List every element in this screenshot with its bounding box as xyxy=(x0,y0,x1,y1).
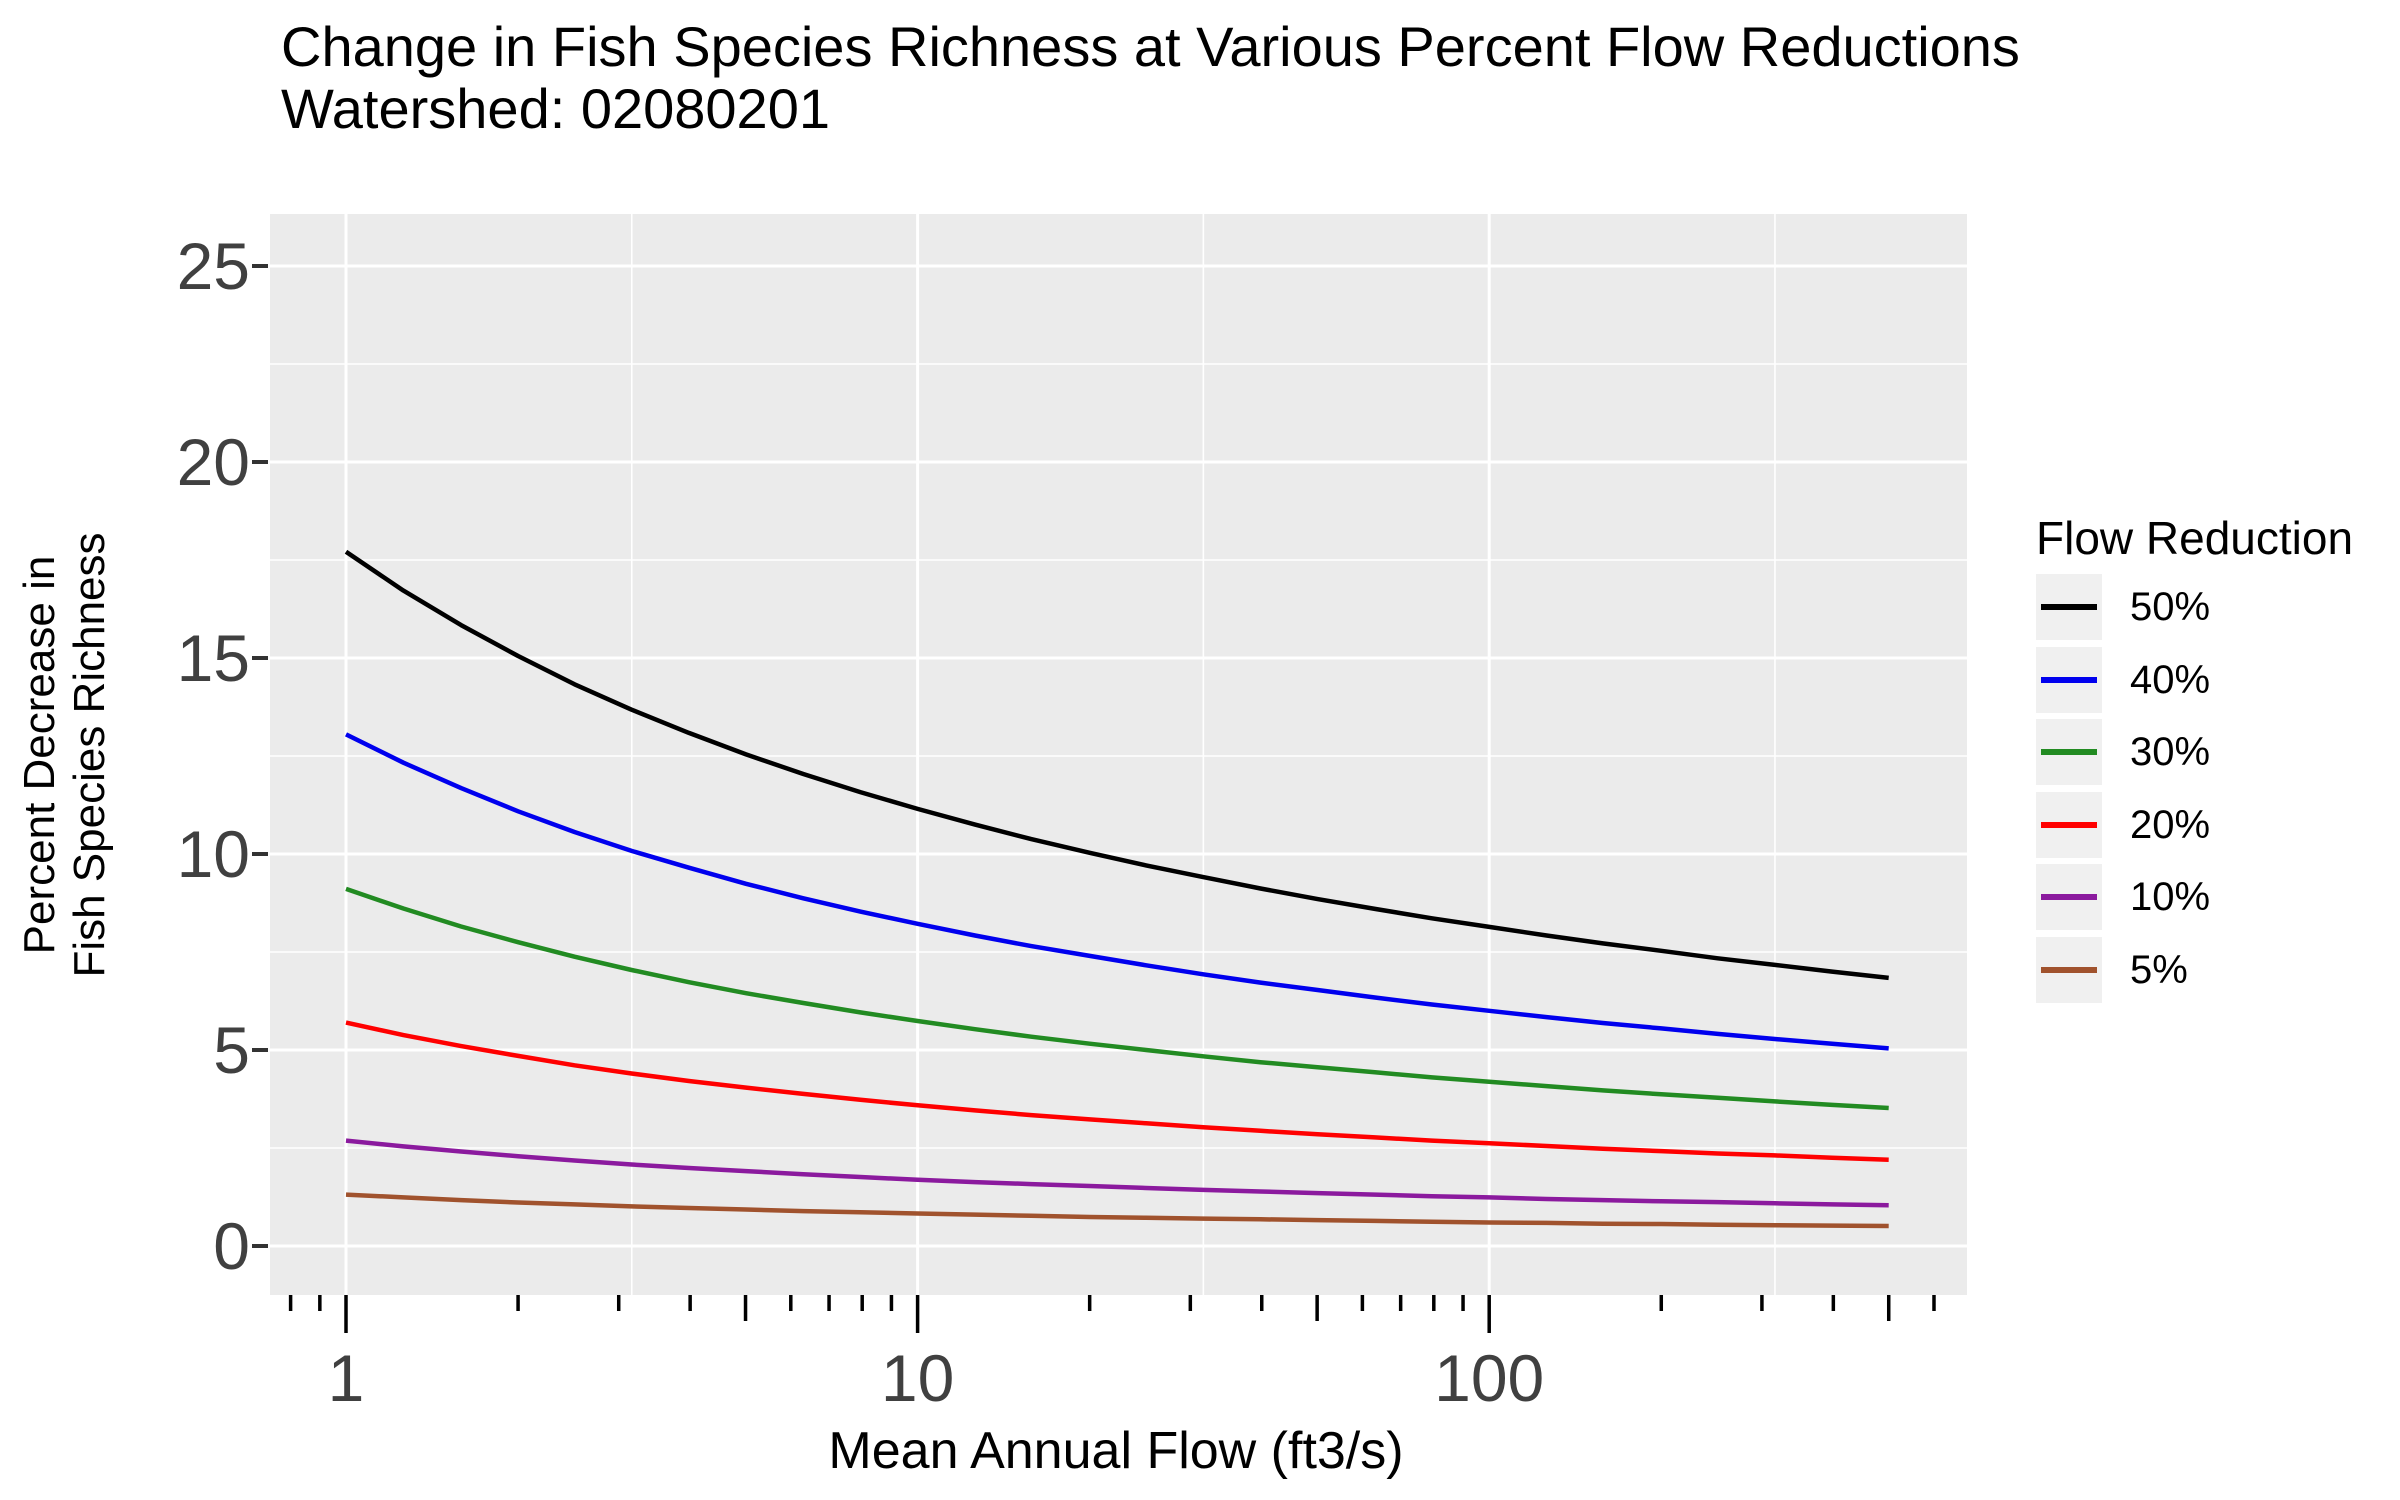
y-tick-label: 25 xyxy=(176,229,250,303)
legend-item-50%: 50% xyxy=(2036,574,2210,640)
legend-item-label: 30% xyxy=(2130,730,2211,774)
legend-key-line-icon xyxy=(2041,894,2097,900)
legend-key-line-icon xyxy=(2041,749,2097,755)
legend-item-label: 10% xyxy=(2130,875,2211,919)
y-tick-label: 0 xyxy=(213,1209,250,1283)
legend-item-label: 40% xyxy=(2130,657,2211,702)
legend-key-swatch xyxy=(2036,574,2102,640)
legend-key-swatch xyxy=(2036,936,2102,1003)
series-line-50% xyxy=(344,549,1889,981)
legend-item-20%: 20% xyxy=(2036,791,2211,858)
legend-item-30%: 30% xyxy=(2036,719,2210,785)
legend-key-line-icon xyxy=(2041,966,2097,973)
x-tick-label: 1 xyxy=(327,1341,365,1415)
legend-item-5%: 5% xyxy=(2036,936,2188,1003)
panel-background xyxy=(270,214,1967,1295)
legend-item-10%: 10% xyxy=(2036,864,2210,930)
y-axis-title-line1: Percent Decrease in xyxy=(15,555,64,955)
series-line-30% xyxy=(345,886,1889,1111)
legend-key-swatch xyxy=(2036,719,2102,785)
legend-key-line-icon xyxy=(2041,604,2097,610)
legend-item-40%: 40% xyxy=(2036,646,2211,713)
y-tick-label: 15 xyxy=(176,621,250,695)
series-line-20% xyxy=(345,1020,1889,1163)
legend-key-swatch xyxy=(2036,864,2102,930)
series-line-10% xyxy=(345,1138,1889,1208)
x-axis-title: Mean Annual Flow (ft3/s) xyxy=(828,1422,1404,1480)
legend-item-label: 5% xyxy=(2130,947,2188,992)
series-line-40% xyxy=(345,732,1889,1051)
plot-title: Change in Fish Species Richness at Vario… xyxy=(281,16,2020,140)
x-tick-label: 10 xyxy=(880,1341,955,1415)
x-tick-label: 100 xyxy=(1434,1341,1545,1415)
y-tick-label: 10 xyxy=(176,817,250,891)
legend-key-swatch xyxy=(2036,646,2102,713)
legend-key-line-icon xyxy=(2041,676,2097,683)
legend-item-label: 20% xyxy=(2130,802,2211,847)
legend-title: Flow Reduction xyxy=(2036,512,2354,564)
legend-item-label: 50% xyxy=(2130,585,2211,629)
legend-key-line-icon xyxy=(2041,821,2097,828)
y-tick-label: 5 xyxy=(213,1013,250,1087)
y-tick-label: 20 xyxy=(176,425,250,499)
series-line-5% xyxy=(345,1192,1889,1229)
legend-key-swatch xyxy=(2036,791,2102,858)
plot-title-line1: Change in Fish Species Richness at Vario… xyxy=(281,15,2020,78)
y-axis-title: Percent Decrease in Fish Species Richnes… xyxy=(15,454,125,1056)
plot-title-line2: Watershed: 02080201 xyxy=(281,77,830,140)
y-axis-title-line2: Fish Species Richness xyxy=(65,532,114,978)
